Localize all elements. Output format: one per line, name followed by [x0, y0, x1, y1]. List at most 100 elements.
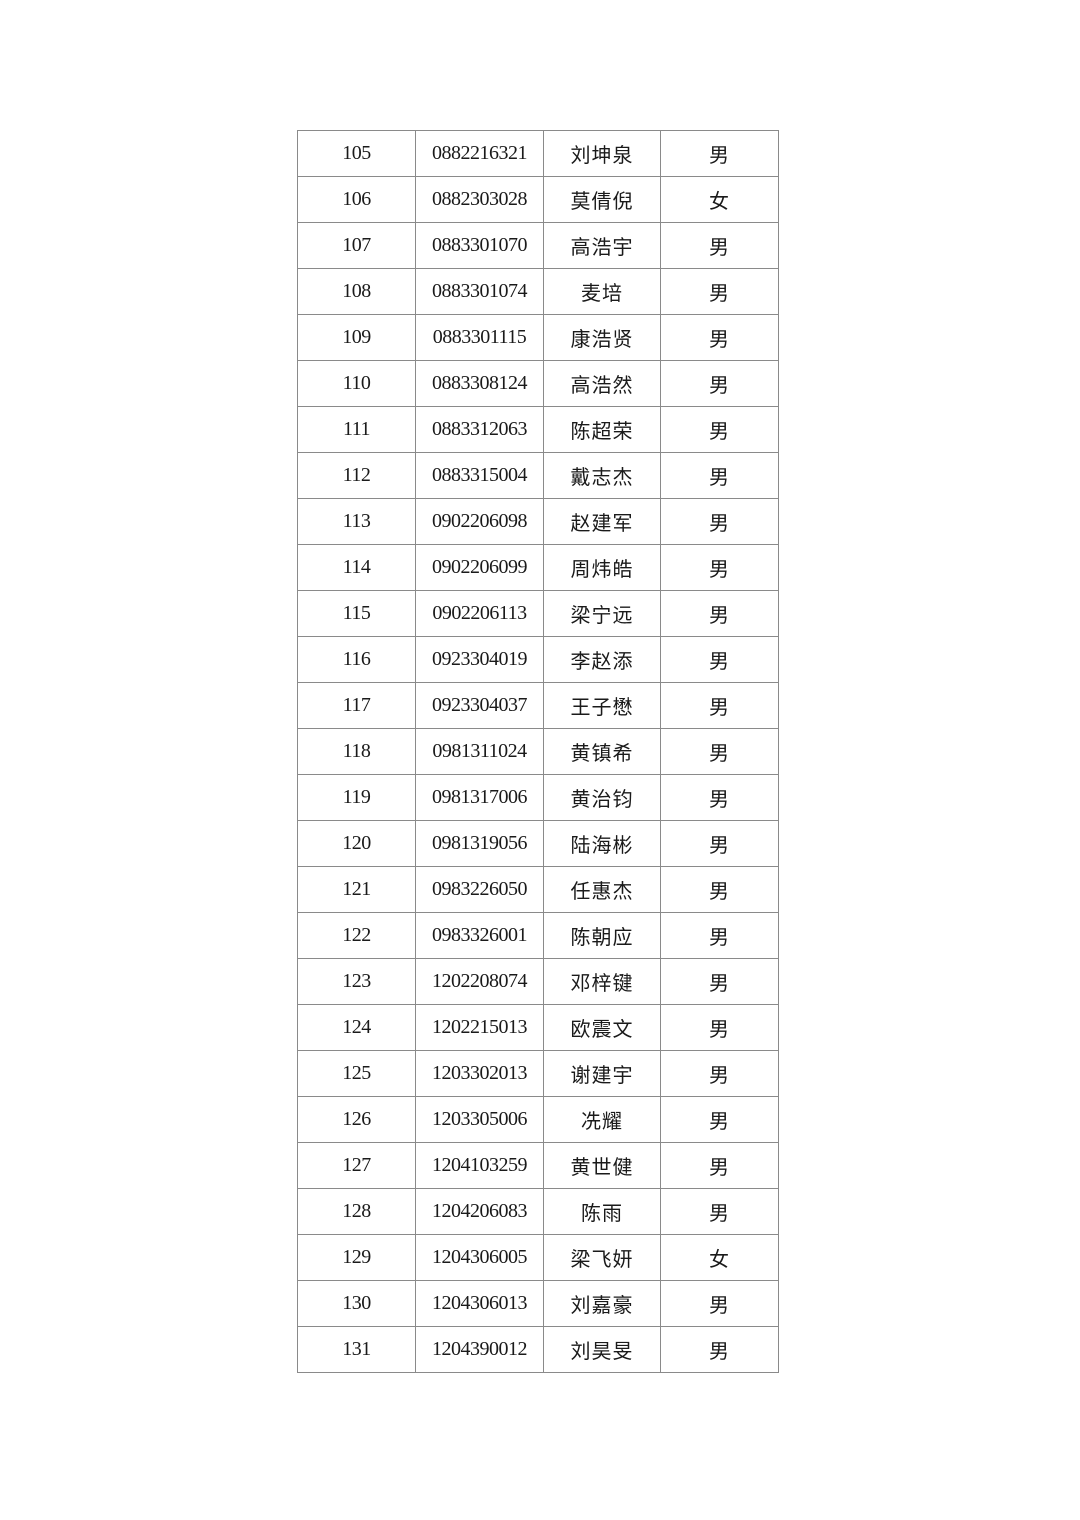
table-row: 110 0883308124 高浩然男 — [297, 360, 779, 407]
gender-cell: 女 — [660, 176, 779, 223]
gender-cell: 男 — [660, 636, 779, 683]
table-row: 124 1202215013 欧震文男 — [297, 1004, 779, 1051]
table-row: 129 1204306005 梁飞妍女 — [297, 1234, 779, 1281]
student-id-cell: 1202215013 — [415, 1004, 544, 1051]
gender-cell: 男 — [660, 1050, 779, 1097]
gender-cell: 男 — [660, 820, 779, 867]
serial-number-cell: 105 — [297, 130, 416, 177]
table-row: 118 0981311024 黄镇希男 — [297, 728, 779, 775]
student-id-cell: 0923304019 — [415, 636, 544, 683]
name-cell: 刘嘉豪 — [543, 1280, 661, 1327]
gender-cell: 男 — [660, 498, 779, 545]
serial-number-cell: 116 — [297, 636, 416, 683]
student-id-cell: 0902206098 — [415, 498, 544, 545]
student-id-cell: 0983326001 — [415, 912, 544, 959]
serial-number-cell: 128 — [297, 1188, 416, 1235]
serial-number-cell: 130 — [297, 1280, 416, 1327]
name-cell: 黄治钧 — [543, 774, 661, 821]
gender-cell: 男 — [660, 958, 779, 1005]
student-id-cell: 0902206099 — [415, 544, 544, 591]
student-id-cell: 0883315004 — [415, 452, 544, 499]
serial-number-cell: 114 — [297, 544, 416, 591]
gender-cell: 男 — [660, 130, 779, 177]
serial-number-cell: 112 — [297, 452, 416, 499]
gender-cell: 男 — [660, 728, 779, 775]
name-cell: 欧震文 — [543, 1004, 661, 1051]
gender-cell: 男 — [660, 452, 779, 499]
table-row: 125 1203302013 谢建宇男 — [297, 1050, 779, 1097]
student-id-cell: 0883301070 — [415, 222, 544, 269]
student-id-cell: 1204103259 — [415, 1142, 544, 1189]
name-cell: 李赵添 — [543, 636, 661, 683]
gender-cell: 男 — [660, 912, 779, 959]
table-row: 115 0902206113 梁宁远男 — [297, 590, 779, 637]
name-cell: 任惠杰 — [543, 866, 661, 913]
name-cell: 高浩然 — [543, 360, 661, 407]
serial-number-cell: 129 — [297, 1234, 416, 1281]
gender-cell: 男 — [660, 1280, 779, 1327]
serial-number-cell: 115 — [297, 590, 416, 637]
table-row: 114 0902206099 周炜皓男 — [297, 544, 779, 591]
student-id-cell: 0883301115 — [415, 314, 544, 361]
table-row: 126 1203305006 冼耀男 — [297, 1096, 779, 1143]
table-row: 106 0882303028 莫倩倪女 — [297, 176, 779, 223]
serial-number-cell: 111 — [297, 406, 416, 453]
student-id-cell: 0883308124 — [415, 360, 544, 407]
gender-cell: 男 — [660, 1326, 779, 1373]
name-cell: 黄世健 — [543, 1142, 661, 1189]
table-row: 123 1202208074 邓梓键男 — [297, 958, 779, 1005]
name-cell: 赵建军 — [543, 498, 661, 545]
table-row: 109 0883301115 康浩贤男 — [297, 314, 779, 361]
serial-number-cell: 108 — [297, 268, 416, 315]
student-id-cell: 1204306005 — [415, 1234, 544, 1281]
gender-cell: 男 — [660, 1188, 779, 1235]
student-id-cell: 1204306013 — [415, 1280, 544, 1327]
table-row: 130 1204306013 刘嘉豪男 — [297, 1280, 779, 1327]
serial-number-cell: 131 — [297, 1326, 416, 1373]
student-id-cell: 0923304037 — [415, 682, 544, 729]
gender-cell: 男 — [660, 314, 779, 361]
serial-number-cell: 125 — [297, 1050, 416, 1097]
table-row: 131 1204390012 刘昊旻男 — [297, 1326, 779, 1373]
serial-number-cell: 106 — [297, 176, 416, 223]
table-row: 122 0983326001 陈朝应男 — [297, 912, 779, 959]
gender-cell: 男 — [660, 866, 779, 913]
table-row: 108 0883301074 麦培男 — [297, 268, 779, 315]
table-row: 128 1204206083 陈雨男 — [297, 1188, 779, 1235]
serial-number-cell: 107 — [297, 222, 416, 269]
serial-number-cell: 120 — [297, 820, 416, 867]
gender-cell: 男 — [660, 360, 779, 407]
student-id-cell: 0902206113 — [415, 590, 544, 637]
name-cell: 黄镇希 — [543, 728, 661, 775]
student-id-cell: 0981319056 — [415, 820, 544, 867]
serial-number-cell: 127 — [297, 1142, 416, 1189]
gender-cell: 男 — [660, 590, 779, 637]
student-id-cell: 1203302013 — [415, 1050, 544, 1097]
name-cell: 陆海彬 — [543, 820, 661, 867]
gender-cell: 男 — [660, 222, 779, 269]
student-id-cell: 1204206083 — [415, 1188, 544, 1235]
gender-cell: 男 — [660, 1096, 779, 1143]
student-id-cell: 1203305006 — [415, 1096, 544, 1143]
name-cell: 梁飞妍 — [543, 1234, 661, 1281]
gender-cell: 男 — [660, 406, 779, 453]
table-row: 111 0883312063 陈超荣男 — [297, 406, 779, 453]
name-cell: 陈雨 — [543, 1188, 661, 1235]
name-cell: 康浩贤 — [543, 314, 661, 361]
table-row: 120 0981319056 陆海彬男 — [297, 820, 779, 867]
name-cell: 王子懋 — [543, 682, 661, 729]
roster-table-body: 105 0882216321 刘坤泉男 106 0882303028 莫倩倪女 107 088… — [297, 130, 779, 1373]
student-id-cell: 0981317006 — [415, 774, 544, 821]
name-cell: 陈朝应 — [543, 912, 661, 959]
serial-number-cell: 121 — [297, 866, 416, 913]
gender-cell: 男 — [660, 774, 779, 821]
student-id-cell: 1204390012 — [415, 1326, 544, 1373]
student-id-cell: 0983226050 — [415, 866, 544, 913]
student-id-cell: 1202208074 — [415, 958, 544, 1005]
gender-cell: 男 — [660, 682, 779, 729]
serial-number-cell: 124 — [297, 1004, 416, 1051]
gender-cell: 女 — [660, 1234, 779, 1281]
serial-number-cell: 110 — [297, 360, 416, 407]
student-id-cell: 0883312063 — [415, 406, 544, 453]
name-cell: 高浩宇 — [543, 222, 661, 269]
